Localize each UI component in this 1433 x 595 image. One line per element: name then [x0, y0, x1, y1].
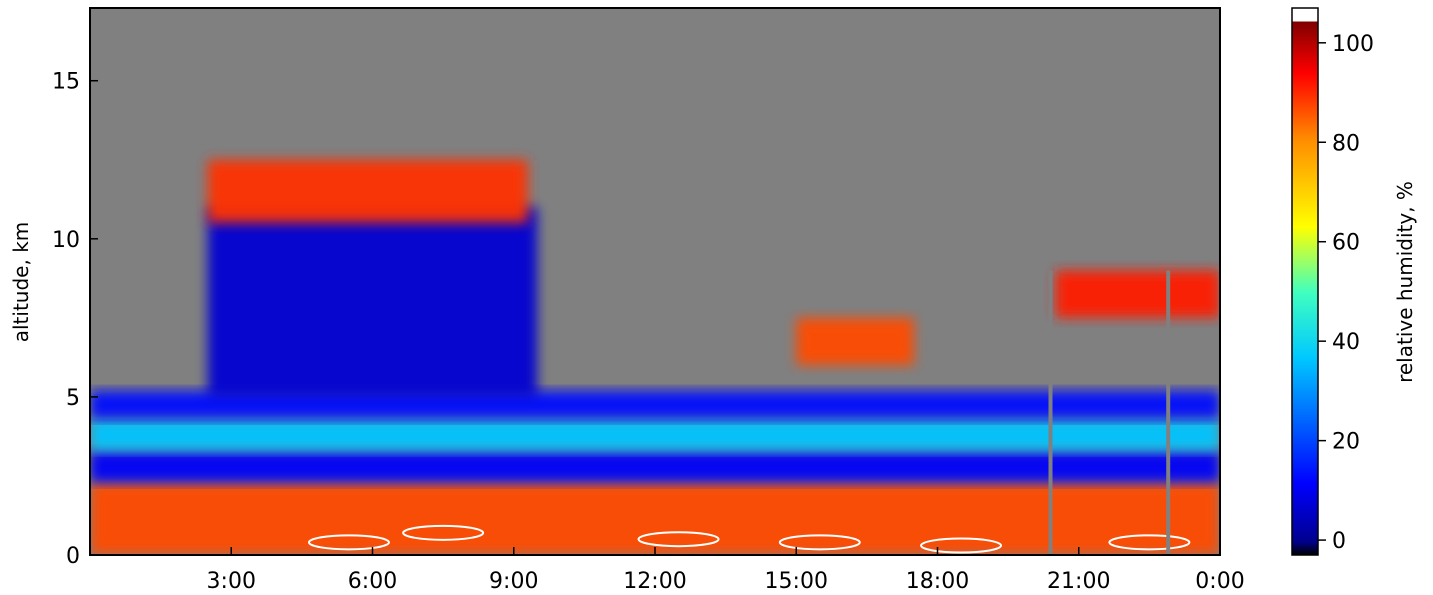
colorbar-tick-label: 0	[1332, 529, 1346, 554]
saturation-contour	[307, 534, 390, 551]
colorbar-tick-label: 20	[1332, 430, 1360, 455]
colorbar-tick-label: 80	[1332, 131, 1360, 156]
heatmap-band	[90, 482, 1220, 555]
heatmap-band	[1055, 270, 1220, 318]
x-axis: 3:00 6:00 9:00 12:00 15:00 18:00 21:00 0:00	[207, 547, 1245, 594]
heatmap-band	[207, 159, 528, 224]
y-axis-label: altitude, km	[9, 222, 33, 343]
heatmap-layers	[90, 159, 1220, 555]
x-tick-label: 3:00	[207, 569, 256, 594]
saturation-contours	[307, 524, 1191, 554]
saturation-contour	[920, 537, 1003, 554]
colorbar-label: relative humidity, %	[1393, 181, 1417, 383]
heatmap-band	[207, 207, 538, 397]
y-tick-label: 10	[52, 228, 80, 253]
colorbar-tick-label: 60	[1332, 231, 1360, 256]
heatmap-band	[796, 317, 914, 366]
saturation-contour	[402, 524, 485, 541]
heatmap-plot-area	[90, 8, 1220, 555]
colorbar-frame	[1291, 7, 1319, 556]
x-tick-label: 9:00	[489, 569, 538, 594]
y-axis: 0 5 10 15	[52, 70, 98, 569]
saturation-contour	[1108, 534, 1191, 551]
instrument-gaps	[1048, 270, 1171, 555]
y-tick-label: 5	[66, 386, 80, 411]
colorbar-gradient	[1292, 8, 1318, 555]
heatmap-band	[90, 450, 1220, 483]
x-tick-label: 12:00	[623, 569, 686, 594]
y-tick-label: 0	[66, 544, 80, 569]
heatmap-band	[90, 419, 1220, 451]
x-tick-label: 21:00	[1047, 569, 1110, 594]
x-tick-label: 15:00	[765, 569, 828, 594]
saturation-contour	[637, 531, 720, 548]
instrument-gap-line	[1166, 270, 1171, 555]
colorbar-ticks: 0 20 40 60 80 100	[1318, 32, 1374, 554]
colorbar-tick-label: 40	[1332, 330, 1360, 355]
x-tick-label: 6:00	[348, 569, 397, 594]
saturation-contour	[778, 534, 861, 551]
y-tick-label: 15	[52, 70, 80, 95]
x-tick-label: 18:00	[906, 569, 969, 594]
colorbar-tick-label: 100	[1332, 32, 1374, 57]
instrument-gap-line	[1048, 270, 1053, 555]
x-tick-label: 0:00	[1195, 569, 1244, 594]
colorbar: 0 20 40 60 80 100 relative humidity, %	[1291, 7, 1417, 556]
